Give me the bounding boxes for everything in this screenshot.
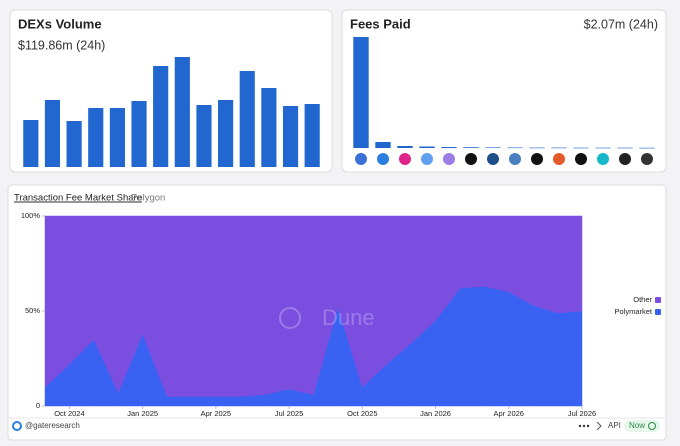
x-tick-label: Jan 2025 [127,409,158,418]
protocol-icon [377,153,389,165]
area-layer [44,215,583,407]
bar [282,106,299,167]
chart-subtitle: $119.86m (24h) [18,38,105,52]
bar [375,142,391,148]
x-tick-label: Jul 2026 [568,409,596,418]
protocol-icon [531,153,543,165]
protocol-icon [399,153,411,165]
bar [261,88,277,167]
watermark: Dune [322,305,375,330]
protocol-icon [487,153,499,165]
protocol-icon [465,153,477,165]
bar [66,121,82,167]
api-icon [596,421,602,431]
bar [153,66,169,167]
bar [23,120,39,167]
chart-subtitle: Polygon [131,193,165,204]
footer-api[interactable]: API [608,421,621,430]
x-tick-label: Oct 2024 [54,409,84,418]
bar [529,147,545,149]
bar [595,147,611,149]
y-tick-label: 50% [25,306,40,315]
bar [573,147,589,149]
watermark-logo [279,307,301,329]
bar [353,37,369,148]
x-tick-label: Jul 2025 [275,409,303,418]
footer-status: Now [629,421,645,430]
bar [419,146,435,148]
bar [88,108,104,167]
chart-title: Fees Paid [350,16,411,31]
fees-card [341,9,667,173]
bar [551,147,567,149]
bar [485,147,501,148]
footer-handle[interactable]: @gateresearch [25,421,80,430]
bar [617,147,633,149]
x-tick-label: Apr 2025 [201,409,231,418]
menu-dot[interactable] [582,424,586,428]
area-1 [44,215,583,397]
bar [131,101,147,167]
legend-label: Other [633,295,652,304]
chart-subtitle: $2.07m (24h) [584,17,658,31]
bar [397,146,413,148]
legend-swatch [655,309,661,315]
y-tick-label: 100% [21,211,41,220]
protocol-icon [509,153,521,165]
protocol-icon [641,153,653,165]
protocol-icon [597,153,609,165]
status-icon [648,422,656,430]
x-tick-label: Apr 2026 [494,409,524,418]
y-tick-label: 0 [36,401,40,410]
chart-title: DEXs Volume [18,16,102,31]
menu-dot[interactable] [586,424,590,428]
bar [463,147,479,148]
bar [507,147,523,149]
protocol-icon [355,153,367,165]
chart-title[interactable]: Transaction Fee Market Share [14,193,142,204]
protocol-icon [619,153,631,165]
x-tick-label: Oct 2025 [347,409,377,418]
protocol-icon [553,153,565,165]
bar [441,147,457,148]
bar [218,100,234,167]
legend-swatch [655,297,661,303]
protocol-icon [443,153,455,165]
x-tick-label: Jan 2026 [420,409,451,418]
menu-dot[interactable] [578,424,582,428]
bar [639,147,655,149]
handle-icon [12,421,22,431]
bar [44,100,61,167]
bar [174,57,190,167]
protocol-icon [421,153,433,165]
legend-label: Polymarket [614,307,652,316]
bar [239,71,255,167]
bar [196,105,212,167]
bar [304,104,320,167]
protocol-icon [575,153,587,165]
bar [109,108,125,167]
